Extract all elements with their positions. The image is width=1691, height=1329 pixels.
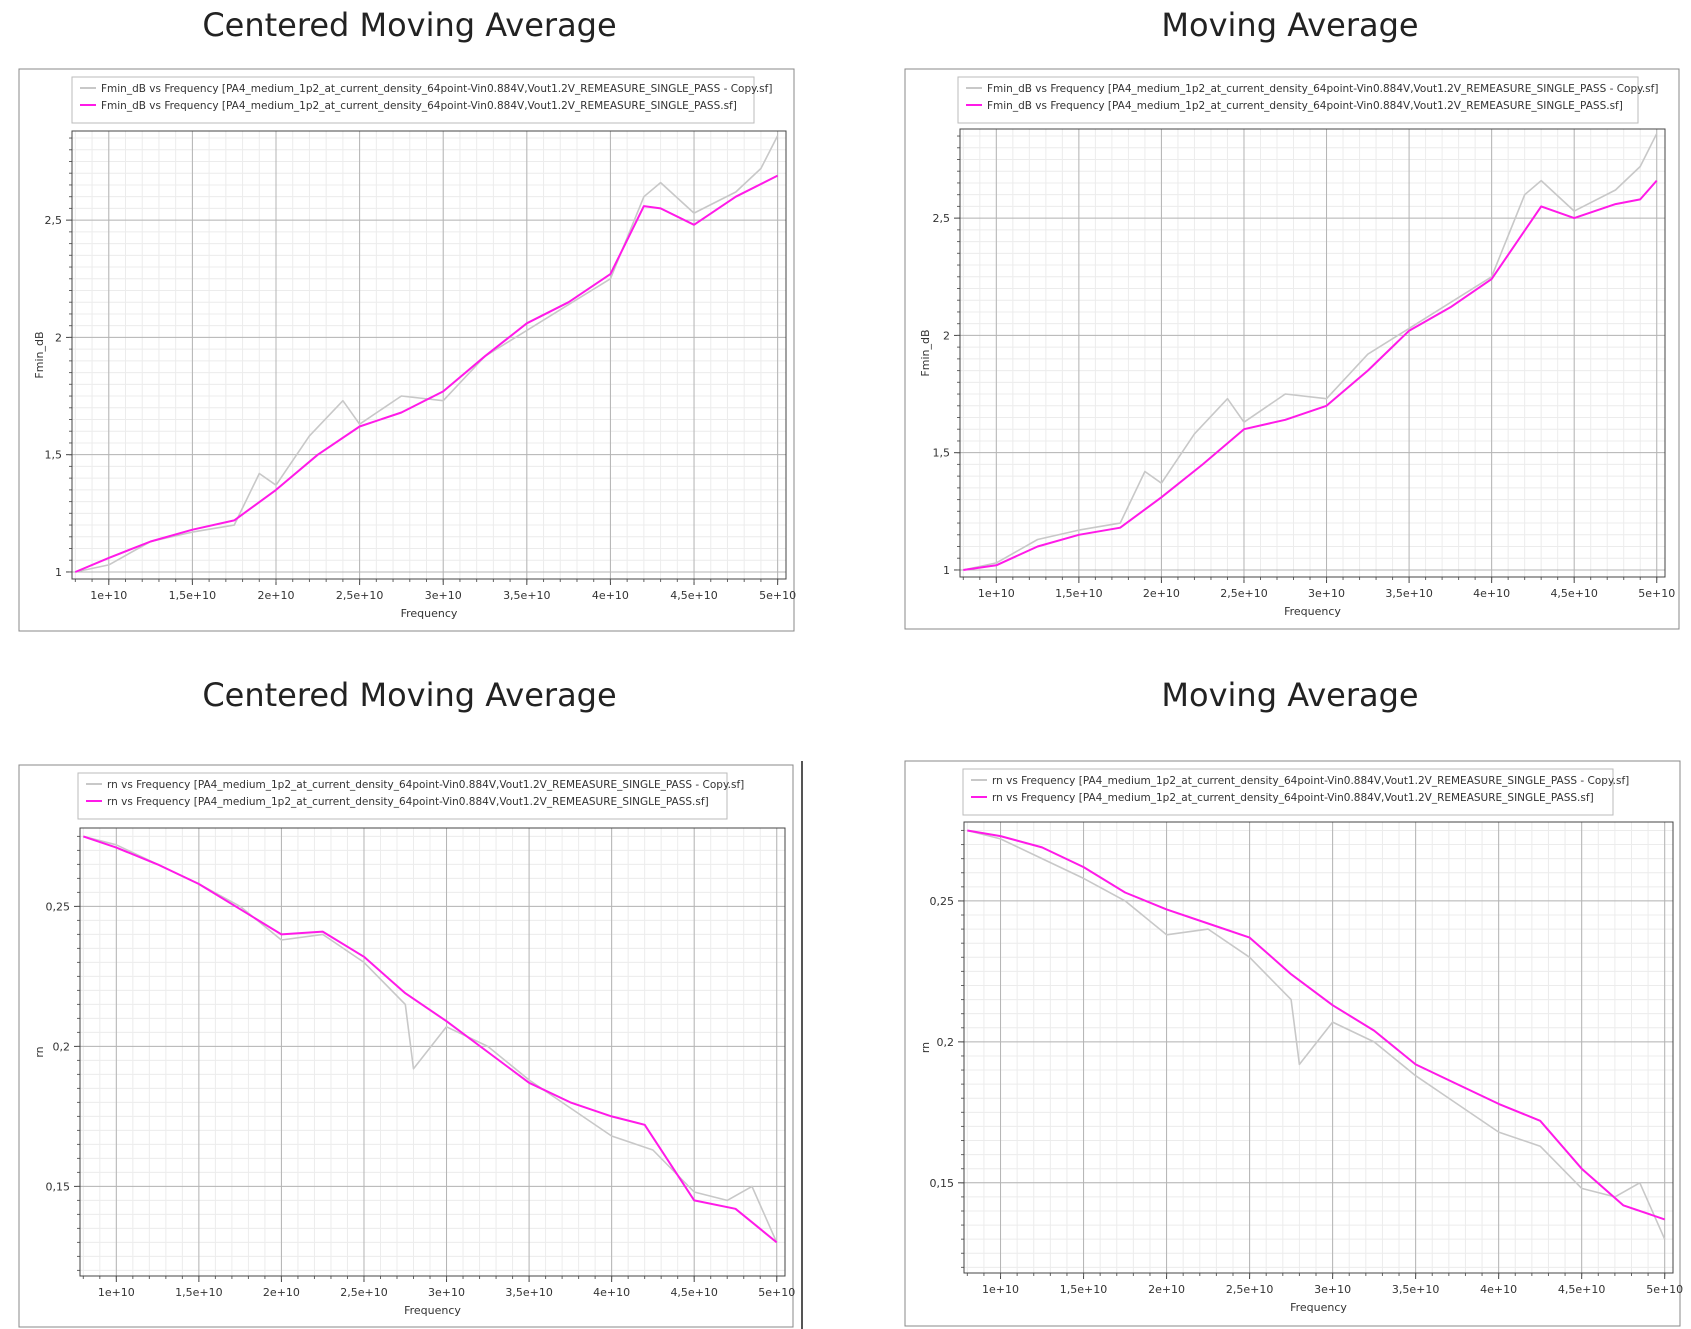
chart4-x-tick-label: 5e+10 [1646,1283,1683,1296]
chart-title-1: Centered Moving Average [202,6,617,44]
chart3-series-2-line [82,835,778,1244]
chart1-plot-area [71,130,787,580]
chart2-x-tick-label: 4,5e+10 [1550,587,1597,600]
chart2-legend [957,76,1639,124]
chart4-x-tick-label: 1,5e+10 [1060,1283,1107,1296]
chart2-x-tick-label: 2e+10 [1143,587,1180,600]
chart-title-3: Centered Moving Average [202,676,617,714]
chart4-x-axis-label: Frequency [1290,1301,1347,1314]
chart1-y-axis-label: Fmin_dB [33,331,46,378]
chart1-y-tick-label: 1 [55,566,62,579]
chart2-legend-label-1: Fmin_dB vs Frequency [PA4_medium_1p2_at_… [987,83,1658,95]
chart1-legend-label-1: Fmin_dB vs Frequency [PA4_medium_1p2_at_… [101,83,772,95]
chart4-x-tick-label: 1e+10 [982,1283,1019,1296]
chart1-y-tick-label: 2 [55,331,62,344]
chart4-y-tick-label: 0,2 [937,1036,955,1049]
chart1-x-tick-label: 1e+10 [90,589,127,602]
chart3-x-tick-label: 3,5e+10 [505,1286,552,1299]
chart1-series-2-line [74,174,779,573]
chart4-frame [904,760,1681,1327]
chart2-x-tick-label: 1e+10 [978,587,1015,600]
chart2-x-tick-label: 3e+10 [1308,587,1345,600]
chart2-y-tick-label: 2,5 [933,212,951,225]
chart1-x-tick-label: 5e+10 [759,589,796,602]
chart4-x-tick-label: 2e+10 [1148,1283,1185,1296]
chart4-y-tick-label: 0,25 [930,895,955,908]
chart1-x-tick-label: 2e+10 [258,589,295,602]
chart4-x-tick-label: 3,5e+10 [1392,1283,1439,1296]
chart3-y-axis-label: rn [33,1046,46,1057]
chart3-legend [77,772,728,820]
chart3-plot-area [79,827,786,1277]
chart2-y-tick-label: 2 [943,329,950,342]
chart4-x-tick-label: 3e+10 [1314,1283,1351,1296]
chart3-x-tick-label: 1e+10 [98,1286,135,1299]
chart4-series-1-line [967,829,1666,1240]
panel-divider [801,761,803,1329]
chart1-series-1-line [75,135,779,573]
chart1-y-tick-label: 1,5 [45,449,63,462]
chart3-x-tick-label: 4e+10 [593,1286,630,1299]
chart2-plot-area [959,128,1666,578]
chart2-legend-label-2: Fmin_dB vs Frequency [PA4_medium_1p2_at_… [987,100,1623,112]
chart1-x-tick-label: 1,5e+10 [169,589,216,602]
chart4-legend [962,768,1614,816]
chart4-plot-area [963,821,1674,1274]
chart4-x-tick-label: 4e+10 [1480,1283,1517,1296]
chart2-x-axis-label: Frequency [1284,605,1341,618]
chart3-y-tick-label: 0,15 [46,1180,71,1193]
chart1-legend [71,76,755,124]
chart2-y-axis-label: Fmin_dB [919,329,932,376]
chart2-x-tick-label: 5e+10 [1638,587,1675,600]
chart1-frame [18,68,795,632]
chart2-x-tick-label: 1,5e+10 [1055,587,1102,600]
chart4-series-2-line [967,829,1666,1221]
chart2-series-2-line [963,179,1658,571]
chart3-x-tick-label: 1,5e+10 [175,1286,222,1299]
chart4-y-axis-label: rn [919,1042,932,1053]
chart-title-4: Moving Average [1161,676,1419,714]
chart3-x-tick-label: 2,5e+10 [340,1286,387,1299]
chart1-x-tick-label: 3e+10 [425,589,462,602]
chart3-x-axis-label: Frequency [404,1304,461,1317]
chart4-x-tick-label: 2,5e+10 [1226,1283,1273,1296]
chart3-x-tick-label: 5e+10 [758,1286,795,1299]
chart1-x-tick-label: 4e+10 [592,589,629,602]
chart4-legend-label-1: rn vs Frequency [PA4_medium_1p2_at_curre… [992,775,1629,787]
chart1-x-tick-label: 4,5e+10 [670,589,717,602]
chart3-x-tick-label: 4,5e+10 [670,1286,717,1299]
chart2-y-tick-label: 1,5 [933,447,951,460]
chart1-x-tick-label: 2,5e+10 [336,589,383,602]
chart2-x-tick-label: 4e+10 [1473,587,1510,600]
chart1-y-tick-label: 2,5 [45,214,63,227]
chart2-series-1-line [963,133,1658,571]
chart-title-2: Moving Average [1161,6,1419,44]
chart2-y-tick-label: 1 [943,564,950,577]
chart2-frame [904,68,1680,630]
chart3-y-tick-label: 0,25 [46,900,71,913]
chart3-x-tick-label: 2e+10 [263,1286,300,1299]
chart4-x-tick-label: 4,5e+10 [1558,1283,1605,1296]
chart3-x-tick-label: 3e+10 [428,1286,465,1299]
chart3-legend-label-2: rn vs Frequency [PA4_medium_1p2_at_curre… [107,796,709,808]
chart3-legend-label-1: rn vs Frequency [PA4_medium_1p2_at_curre… [107,779,744,791]
chart1-x-axis-label: Frequency [401,607,458,620]
chart3-y-tick-label: 0,2 [53,1040,71,1053]
chart4-y-tick-label: 0,15 [930,1177,955,1190]
chart2-x-tick-label: 2,5e+10 [1220,587,1267,600]
chart1-x-tick-label: 3,5e+10 [503,589,550,602]
chart4-legend-label-2: rn vs Frequency [PA4_medium_1p2_at_curre… [992,792,1594,804]
chart1-legend-label-2: Fmin_dB vs Frequency [PA4_medium_1p2_at_… [101,100,737,112]
chart2-x-tick-label: 3,5e+10 [1385,587,1432,600]
